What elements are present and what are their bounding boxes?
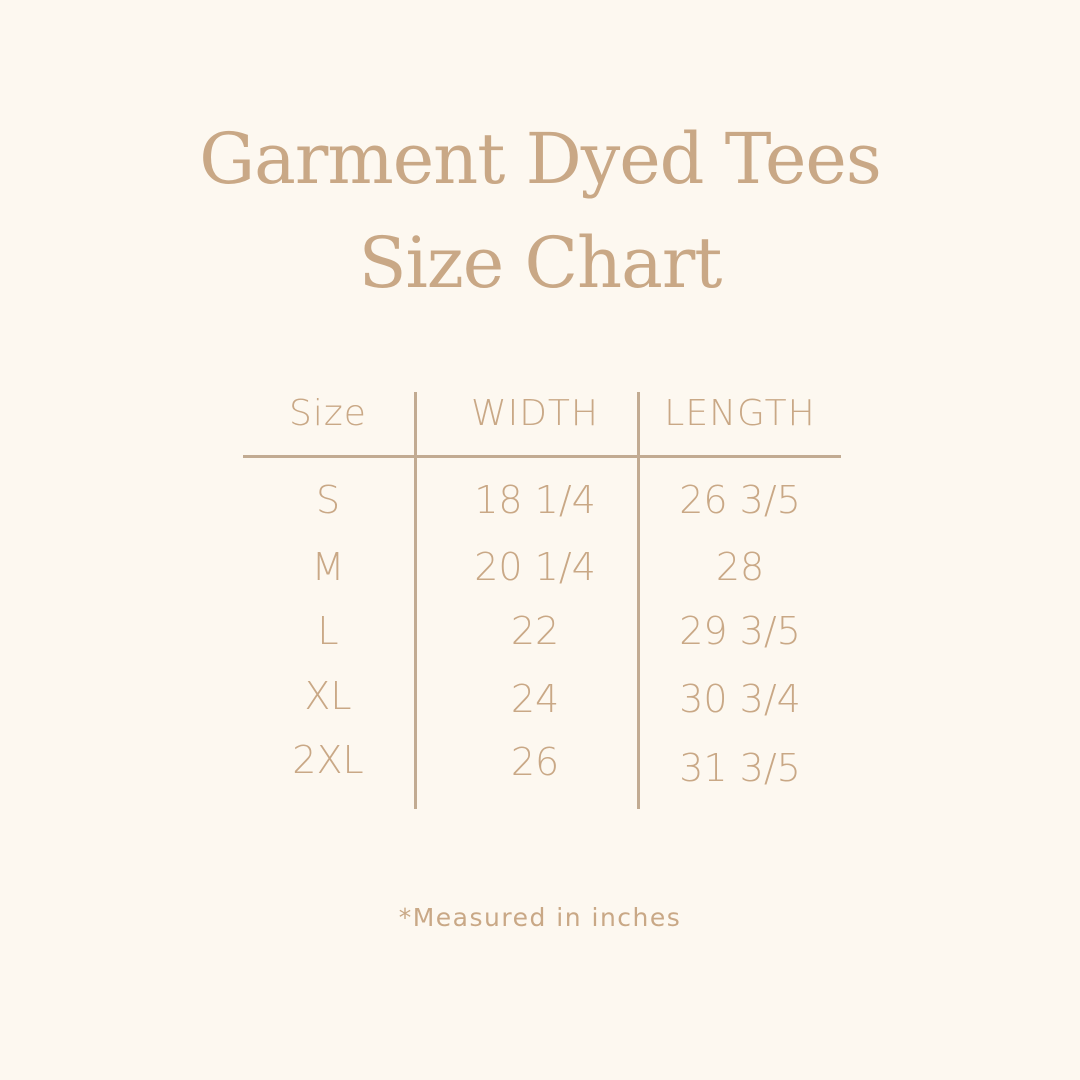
header-divider bbox=[243, 455, 841, 458]
title-line-1: Garment Dyed Tees bbox=[199, 118, 882, 200]
row-length: 29 3/5 bbox=[679, 609, 801, 653]
column-divider bbox=[414, 392, 417, 809]
header-width: WIDTH bbox=[471, 393, 599, 434]
row-size: S bbox=[315, 478, 341, 522]
row-size: M bbox=[311, 545, 345, 589]
row-width: 20 1/4 bbox=[474, 545, 596, 589]
row-width: 24 bbox=[510, 677, 560, 721]
row-width: 22 bbox=[510, 609, 560, 653]
row-size: 2XL bbox=[292, 738, 364, 782]
header-size: Size bbox=[289, 393, 367, 434]
row-length: 30 3/4 bbox=[679, 677, 801, 721]
row-size: L bbox=[317, 609, 339, 653]
row-length: 28 bbox=[715, 545, 765, 589]
row-width: 18 1/4 bbox=[474, 478, 596, 522]
footnote: *Measured in inches bbox=[398, 903, 682, 932]
row-length: 31 3/5 bbox=[679, 746, 801, 790]
row-length: 26 3/5 bbox=[679, 478, 801, 522]
column-divider bbox=[637, 392, 640, 809]
row-size: XL bbox=[304, 674, 352, 718]
row-width: 26 bbox=[510, 740, 560, 784]
header-length: LENGTH bbox=[664, 393, 816, 434]
title-line-2: Size Chart bbox=[358, 222, 723, 304]
